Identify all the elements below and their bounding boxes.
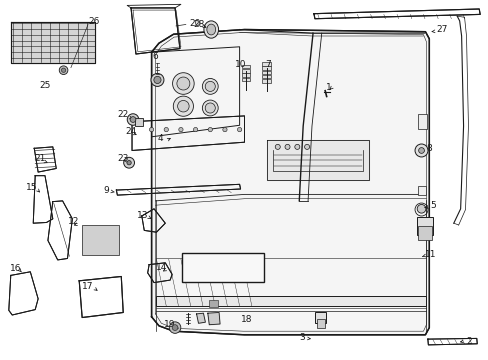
Circle shape [205, 81, 215, 91]
Bar [417, 114, 426, 129]
Text: 7: 7 [264, 60, 270, 69]
Bar [262, 71, 270, 74]
Circle shape [418, 148, 424, 153]
Ellipse shape [206, 24, 215, 35]
Text: 15: 15 [26, 183, 38, 192]
Text: 13: 13 [137, 211, 148, 220]
Bar [262, 75, 270, 78]
Circle shape [202, 78, 218, 94]
Text: 10: 10 [234, 60, 246, 69]
Text: 14: 14 [155, 263, 167, 272]
Text: 16: 16 [10, 264, 21, 273]
Bar [262, 62, 270, 66]
Circle shape [285, 144, 289, 149]
Bar [135, 118, 142, 126]
Text: 25: 25 [39, 81, 51, 90]
Circle shape [172, 73, 194, 94]
Polygon shape [151, 30, 428, 335]
Text: 26: 26 [88, 17, 100, 26]
Bar [417, 226, 431, 240]
Polygon shape [207, 312, 220, 325]
Circle shape [127, 114, 139, 125]
Circle shape [275, 144, 280, 149]
Circle shape [154, 76, 161, 84]
Circle shape [179, 127, 183, 132]
Circle shape [193, 127, 197, 132]
Text: 17: 17 [82, 282, 94, 291]
Text: 5: 5 [429, 202, 435, 210]
Text: 8: 8 [426, 144, 431, 153]
Bar [241, 69, 250, 73]
Circle shape [202, 100, 218, 116]
Bar [241, 78, 250, 81]
Text: 28: 28 [193, 20, 205, 29]
Text: 12: 12 [67, 217, 79, 226]
Text: 18: 18 [241, 315, 252, 324]
Circle shape [177, 77, 189, 90]
Text: 3: 3 [299, 333, 305, 342]
Text: 9: 9 [103, 186, 109, 195]
Circle shape [123, 157, 134, 168]
Text: 23: 23 [117, 154, 129, 163]
Bar [417, 186, 426, 195]
Circle shape [172, 325, 178, 330]
Circle shape [177, 100, 189, 112]
Circle shape [59, 66, 68, 75]
Circle shape [304, 144, 309, 149]
Polygon shape [11, 22, 95, 63]
Bar [416, 217, 432, 235]
Bar [155, 296, 426, 306]
Circle shape [149, 127, 153, 132]
Circle shape [173, 96, 193, 116]
Circle shape [169, 322, 181, 333]
Text: 1: 1 [325, 83, 331, 92]
Bar [262, 66, 270, 70]
Circle shape [223, 127, 226, 132]
Ellipse shape [203, 21, 218, 38]
Circle shape [151, 73, 163, 86]
Bar [241, 65, 250, 68]
Circle shape [164, 127, 168, 132]
Bar [182, 253, 264, 282]
Text: 21: 21 [34, 154, 46, 163]
Bar [241, 73, 250, 77]
Circle shape [61, 68, 65, 72]
Circle shape [127, 161, 131, 165]
Polygon shape [196, 313, 205, 323]
Bar [315, 312, 325, 323]
Circle shape [414, 144, 427, 157]
Text: 11: 11 [424, 251, 435, 259]
Text: 6: 6 [152, 53, 158, 62]
Bar [316, 319, 324, 328]
Circle shape [294, 144, 299, 149]
Circle shape [237, 127, 241, 132]
Text: 27: 27 [436, 25, 447, 34]
Circle shape [208, 127, 212, 132]
Bar [82, 225, 119, 255]
Text: 20: 20 [188, 19, 200, 28]
Text: 19: 19 [164, 320, 176, 329]
Text: 2: 2 [466, 337, 471, 346]
Bar [209, 300, 218, 307]
Circle shape [205, 103, 215, 113]
Circle shape [416, 204, 425, 213]
Polygon shape [266, 140, 368, 180]
Text: 4: 4 [157, 134, 163, 143]
Circle shape [130, 117, 136, 122]
Text: 22: 22 [117, 110, 129, 119]
Bar [262, 79, 270, 83]
Text: 24: 24 [125, 127, 137, 136]
